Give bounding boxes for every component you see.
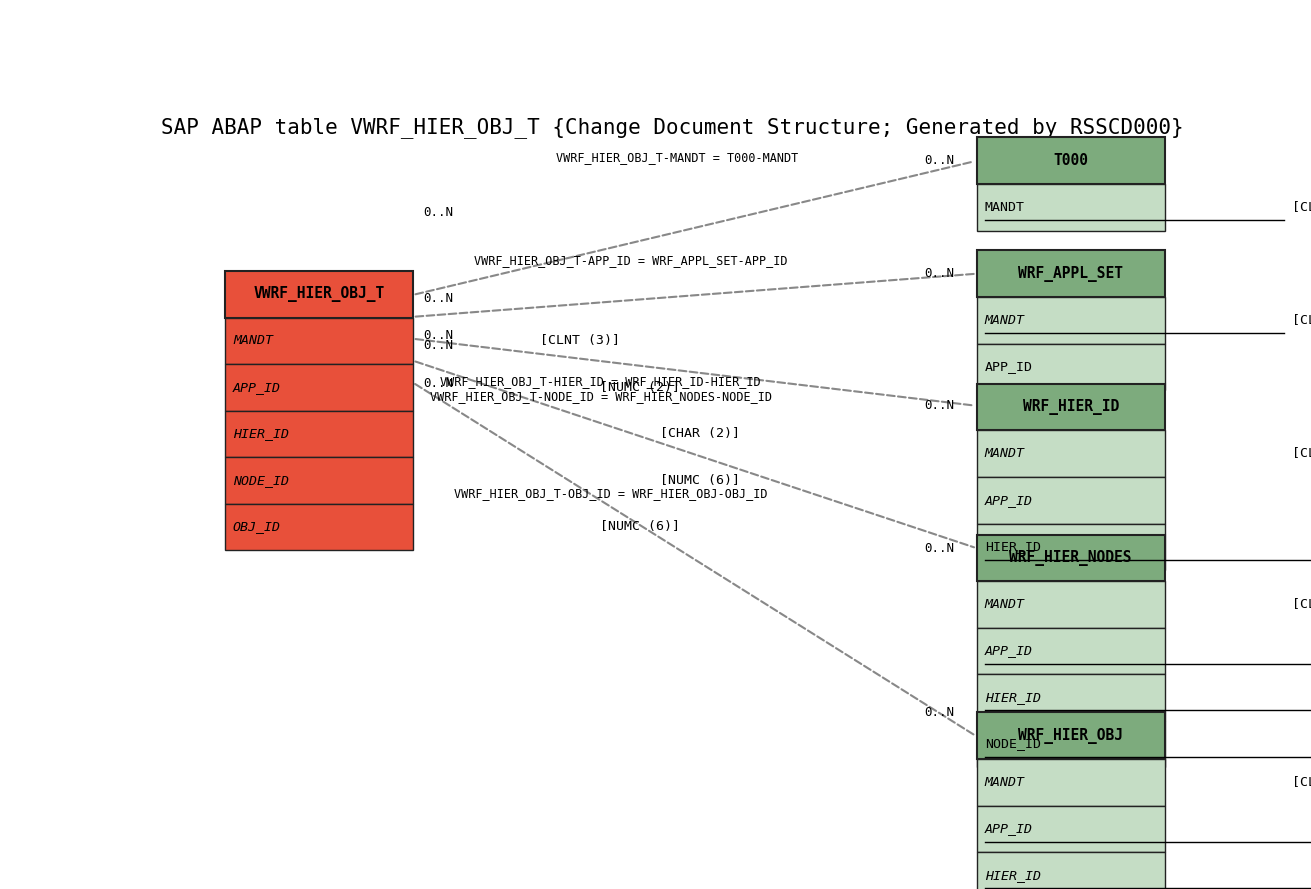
Text: 0..N: 0..N — [423, 292, 454, 305]
Bar — [977, 674, 1164, 721]
Bar — [977, 712, 1164, 759]
Bar — [225, 317, 413, 364]
Text: [CLNT (3)]: [CLNT (3)] — [1283, 201, 1311, 214]
Text: 0..N: 0..N — [924, 268, 954, 280]
Text: VWRF_HIER_OBJ_T-OBJ_ID = WRF_HIER_OBJ-OBJ_ID: VWRF_HIER_OBJ_T-OBJ_ID = WRF_HIER_OBJ-OB… — [454, 487, 768, 500]
Text: HIER_ID: HIER_ID — [985, 869, 1041, 882]
Text: [CLNT (3)]: [CLNT (3)] — [1283, 776, 1311, 789]
Text: MANDT: MANDT — [985, 776, 1025, 789]
Bar — [977, 853, 1164, 889]
Bar — [225, 364, 413, 411]
Bar — [225, 411, 413, 457]
Bar — [225, 457, 413, 504]
Bar — [977, 138, 1164, 184]
Text: MANDT: MANDT — [985, 447, 1025, 461]
Text: [CHAR (2)]: [CHAR (2)] — [652, 428, 739, 440]
Text: HIER_ID: HIER_ID — [233, 428, 288, 440]
Text: VWRF_HIER_OBJ_T-HIER_ID = WRF_HIER_ID-HIER_ID: VWRF_HIER_OBJ_T-HIER_ID = WRF_HIER_ID-HI… — [440, 375, 762, 388]
Text: MANDT: MANDT — [985, 201, 1025, 214]
Bar — [977, 721, 1164, 767]
Text: WRF_APPL_SET: WRF_APPL_SET — [1019, 266, 1124, 282]
Bar — [977, 759, 1164, 805]
Text: [NUMC (6)]: [NUMC (6)] — [652, 474, 739, 487]
Text: HIER_ID: HIER_ID — [985, 691, 1041, 704]
Bar — [225, 504, 413, 550]
Text: APP_ID: APP_ID — [985, 360, 1033, 373]
Bar — [977, 477, 1164, 524]
Bar — [977, 805, 1164, 853]
Text: SAP ABAP table VWRF_HIER_OBJ_T {Change Document Structure; Generated by RSSCD000: SAP ABAP table VWRF_HIER_OBJ_T {Change D… — [160, 117, 1184, 138]
Text: 0..N: 0..N — [423, 330, 454, 342]
Text: [NUMC (6)]: [NUMC (6)] — [593, 520, 680, 533]
Text: 0..N: 0..N — [924, 154, 954, 166]
Text: [CLNT (3)]: [CLNT (3)] — [1283, 597, 1311, 611]
Text: 0..N: 0..N — [423, 206, 454, 220]
Text: HIER_ID: HIER_ID — [985, 541, 1041, 553]
Bar — [977, 534, 1164, 581]
Text: OBJ_ID: OBJ_ID — [233, 520, 281, 533]
Text: MANDT: MANDT — [985, 597, 1025, 611]
Text: 0..N: 0..N — [924, 541, 954, 555]
Bar — [977, 628, 1164, 674]
Bar — [977, 184, 1164, 230]
Text: MANDT: MANDT — [233, 334, 273, 348]
Text: WRF_HIER_OBJ: WRF_HIER_OBJ — [1019, 728, 1124, 744]
Text: WRF_HIER_ID: WRF_HIER_ID — [1023, 399, 1118, 415]
Text: 0..N: 0..N — [924, 399, 954, 412]
Text: [CLNT (3)]: [CLNT (3)] — [1283, 447, 1311, 461]
Bar — [225, 271, 413, 317]
Text: T000: T000 — [1053, 153, 1088, 168]
Bar — [977, 343, 1164, 390]
Text: 0..N: 0..N — [924, 706, 954, 719]
Text: VWRF_HIER_OBJ_T-APP_ID = WRF_APPL_SET-APP_ID: VWRF_HIER_OBJ_T-APP_ID = WRF_APPL_SET-AP… — [475, 254, 788, 268]
Text: [CLNT (3)]: [CLNT (3)] — [532, 334, 620, 348]
Text: 0..N: 0..N — [423, 339, 454, 352]
Bar — [977, 430, 1164, 477]
Bar — [977, 251, 1164, 297]
Text: NODE_ID: NODE_ID — [985, 738, 1041, 750]
Text: MANDT: MANDT — [985, 314, 1025, 327]
Text: VWRF_HIER_OBJ_T-MANDT = T000-MANDT: VWRF_HIER_OBJ_T-MANDT = T000-MANDT — [556, 151, 798, 164]
Text: VWRF_HIER_OBJ_T: VWRF_HIER_OBJ_T — [253, 286, 384, 302]
Text: APP_ID: APP_ID — [233, 380, 281, 394]
Text: 0..N: 0..N — [423, 378, 454, 390]
Bar — [977, 297, 1164, 343]
Text: APP_ID: APP_ID — [985, 645, 1033, 657]
Bar — [977, 524, 1164, 570]
Text: [NUMC (2)]: [NUMC (2)] — [593, 380, 680, 394]
Text: APP_ID: APP_ID — [985, 822, 1033, 836]
Text: NODE_ID: NODE_ID — [233, 474, 288, 487]
Text: APP_ID: APP_ID — [985, 493, 1033, 507]
Text: VWRF_HIER_OBJ_T-NODE_ID = WRF_HIER_NODES-NODE_ID: VWRF_HIER_OBJ_T-NODE_ID = WRF_HIER_NODES… — [430, 390, 772, 404]
Bar — [977, 384, 1164, 430]
Text: [CLNT (3)]: [CLNT (3)] — [1283, 314, 1311, 327]
Bar — [977, 581, 1164, 628]
Text: WRF_HIER_NODES: WRF_HIER_NODES — [1009, 549, 1131, 565]
